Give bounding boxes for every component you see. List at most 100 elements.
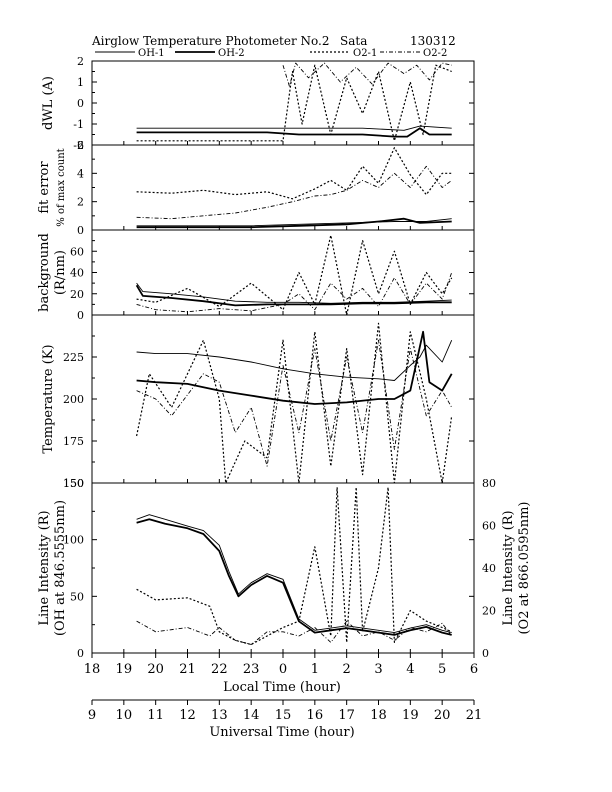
legend-entry: O2-2 — [423, 48, 447, 59]
series-line-oh-1 — [136, 340, 453, 381]
lt-tick-label: 23 — [243, 662, 260, 677]
y-axis-sublabel: (OH at 846.5555nm) — [53, 500, 68, 636]
ut-tick-label: 20 — [434, 708, 451, 723]
ut-tick-label: 9 — [88, 708, 96, 723]
series-line-oh-2 — [135, 284, 452, 307]
right-y-tick-label: 60 — [482, 520, 496, 533]
right-y-tick-label: 40 — [482, 562, 496, 575]
y-tick-label: 0 — [77, 309, 84, 322]
series-line-oh-1 — [136, 218, 452, 227]
lt-tick-label: 18 — [84, 662, 101, 677]
panel-frame — [91, 144, 475, 231]
panel-2: 6 4 2 0 fit error % of max count — [37, 139, 475, 237]
ut-tick-label: 10 — [116, 708, 133, 723]
lt-tick-label: 3 — [374, 662, 382, 677]
series-line-o2-2 — [282, 62, 452, 87]
y-axis-sublabel: (R/nm) — [53, 250, 68, 295]
y-tick-label: 1 — [77, 76, 84, 89]
series-line-oh-1 — [136, 125, 452, 131]
lt-tick-label: 1 — [311, 662, 319, 677]
universal-time-axis: 9 10 11 12 13 14 15 16 17 18 19 20 21 — [88, 699, 483, 723]
y-axis-label: fit error — [37, 161, 52, 214]
y-axis-sublabel: % of max count — [56, 148, 67, 226]
ut-tick-label: 19 — [402, 708, 419, 723]
y-tick-label: 225 — [63, 351, 84, 364]
y-tick-label: 200 — [63, 393, 84, 406]
right-y-tick-label: 0 — [482, 647, 489, 660]
series-line-oh-1 — [136, 282, 452, 304]
lt-tick-label: 2 — [343, 662, 351, 677]
ut-tick-label: 11 — [147, 708, 164, 723]
right-y-tick-label: 80 — [482, 477, 496, 490]
chart-title: Airglow Temperature Photometer No.2 — [91, 34, 330, 48]
y-tick-label: 40 — [70, 267, 84, 280]
panel-3: 60 40 20 0 background (R/nm) — [37, 229, 475, 322]
lt-tick-label: 21 — [179, 662, 196, 677]
local-time-axis: 18 19 20 21 22 23 0 1 2 3 4 5 6 — [84, 653, 478, 677]
y-tick-label: 60 — [70, 245, 84, 258]
series-line-o2-1 — [136, 486, 452, 646]
series-line-o2-2 — [136, 339, 453, 467]
lt-tick-label: 6 — [470, 662, 478, 677]
ut-tick-label: 18 — [370, 708, 387, 723]
ut-tick-label: 12 — [179, 708, 196, 723]
series-line-o2-2 — [136, 620, 453, 645]
y-tick-label: 150 — [63, 477, 84, 490]
y-tick-label: 0 — [77, 647, 84, 660]
panel-4: 225 200 175 150 Temperature (K) — [41, 314, 475, 490]
y-tick-label: 175 — [63, 435, 84, 448]
ut-tick-label: 17 — [338, 708, 355, 723]
series-line-oh-2 — [136, 330, 453, 405]
series-line-oh-2 — [136, 217, 452, 229]
series-group — [136, 322, 453, 483]
lt-tick-label: 4 — [406, 662, 414, 677]
series-line-oh-2 — [136, 518, 452, 636]
lt-tick-label: 22 — [211, 662, 228, 677]
series-line-o2-1 — [136, 234, 453, 315]
y-axis-label: dWL (A) — [41, 76, 56, 130]
ut-tick-label: 15 — [275, 708, 292, 723]
ut-tick-label: 13 — [211, 708, 228, 723]
legend-entry: OH-2 — [218, 48, 245, 59]
panel-1: 2 1 0 -1 -2 dWL (A) — [41, 55, 475, 152]
series-group — [136, 486, 453, 646]
panel-frame — [91, 482, 475, 654]
series-group — [135, 234, 453, 315]
y-tick-label: 150 — [63, 477, 84, 490]
series-line-o2-2 — [136, 165, 452, 220]
series-line-oh-2 — [136, 127, 452, 138]
series-line-o2-1 — [136, 64, 452, 142]
ut-tick-label: 14 — [243, 708, 260, 723]
series-line-o2-2 — [136, 272, 453, 313]
y-tick-label: 0 — [77, 97, 84, 110]
y-tick-label: -1 — [73, 118, 84, 131]
y-tick-label: 100 — [63, 534, 84, 547]
series-line-oh-1 — [136, 514, 452, 634]
y-tick-label: 0 — [77, 224, 84, 237]
lt-tick-label: 20 — [147, 662, 164, 677]
lt-tick-label: 19 — [116, 662, 133, 677]
y-tick-label: 6 — [77, 139, 84, 152]
y-axis-label: Line Intensity (R) — [37, 510, 52, 625]
y-tick-label: -2 — [73, 139, 84, 152]
y-tick-label: 50 — [70, 590, 84, 603]
local-time-axis-label: Local Time (hour) — [223, 680, 341, 695]
ut-tick-label: 21 — [466, 708, 483, 723]
ut-tick-label: 16 — [307, 708, 324, 723]
lt-tick-label: 5 — [438, 662, 446, 677]
y-tick-label: 2 — [77, 55, 84, 68]
series-line-o2-1 — [136, 322, 453, 483]
series-group — [136, 62, 452, 142]
series-group — [136, 147, 452, 229]
date-label: 130312 — [410, 34, 456, 48]
right-y-axis-label: Line Intensity (R) — [501, 510, 516, 625]
y-axis-label: Temperature (K) — [41, 344, 56, 453]
legend-entry: O2-1 — [353, 48, 377, 59]
lt-tick-label: 0 — [279, 662, 287, 677]
right-y-axis-sublabel: (O2 at 866.0595nm) — [517, 501, 532, 634]
right-y-tick-label: 20 — [482, 605, 496, 618]
legend-entry: OH-1 — [138, 48, 165, 59]
y-tick-label: 4 — [77, 167, 84, 180]
